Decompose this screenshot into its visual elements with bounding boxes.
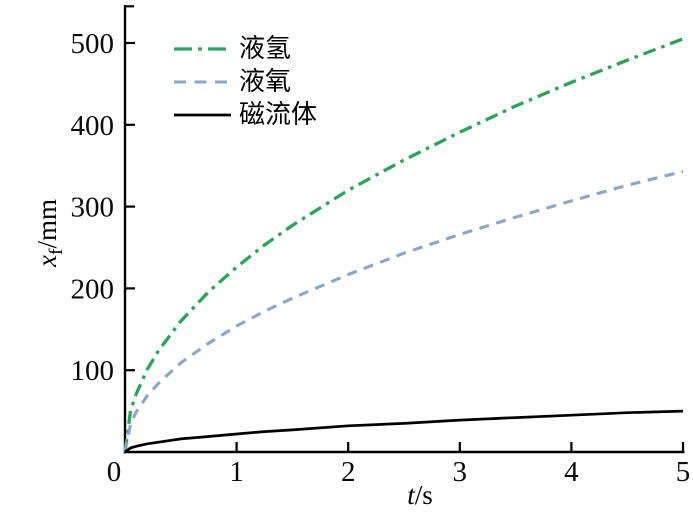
- series-line-liquid-oxygen: [123, 169, 684, 453]
- series-line-magnetic-fluid: [124, 409, 684, 454]
- y-tick-label: 300: [71, 192, 115, 224]
- legend-line-dashed-icon: [174, 79, 231, 84]
- x-axis-symbol: t: [407, 480, 415, 510]
- legend: 液氢 液氧 磁流体: [174, 32, 317, 131]
- y-tick-label: 200: [71, 273, 115, 305]
- legend-label-magnetic-fluid: 磁流体: [239, 99, 318, 129]
- x-tick-label: 3: [453, 456, 468, 488]
- legend-item-liquid-hydrogen: 液氢: [174, 32, 317, 65]
- y-axis-subscript: f: [46, 248, 68, 256]
- x-tick-label: 2: [341, 456, 356, 488]
- y-axis-unit: /mm: [31, 199, 62, 249]
- y-axis-symbol: x: [31, 255, 62, 267]
- legend-label-liquid-hydrogen: 液氢: [239, 33, 292, 63]
- x-tick-label: 1: [229, 456, 244, 488]
- y-tick-label: 400: [71, 110, 115, 142]
- legend-item-liquid-oxygen: 液氧: [174, 65, 317, 98]
- x-tick-label: 0: [107, 456, 122, 488]
- x-tick-label: 4: [564, 456, 579, 488]
- x-tick-label: 5: [676, 456, 691, 488]
- y-tick-label: 100: [71, 355, 115, 387]
- legend-line-solid-icon: [174, 113, 231, 116]
- legend-item-magnetic-fluid: 磁流体: [174, 98, 317, 131]
- y-tick-label: 500: [71, 28, 115, 60]
- y-axis-label: xf/mm: [32, 199, 68, 267]
- series-line-liquid-hydrogen: [123, 37, 684, 453]
- x-axis-label: t/s: [370, 480, 470, 511]
- x-axis-unit: /s: [414, 480, 433, 510]
- legend-line-dash-dot-icon: [174, 46, 231, 51]
- legend-label-liquid-oxygen: 液氧: [239, 66, 292, 96]
